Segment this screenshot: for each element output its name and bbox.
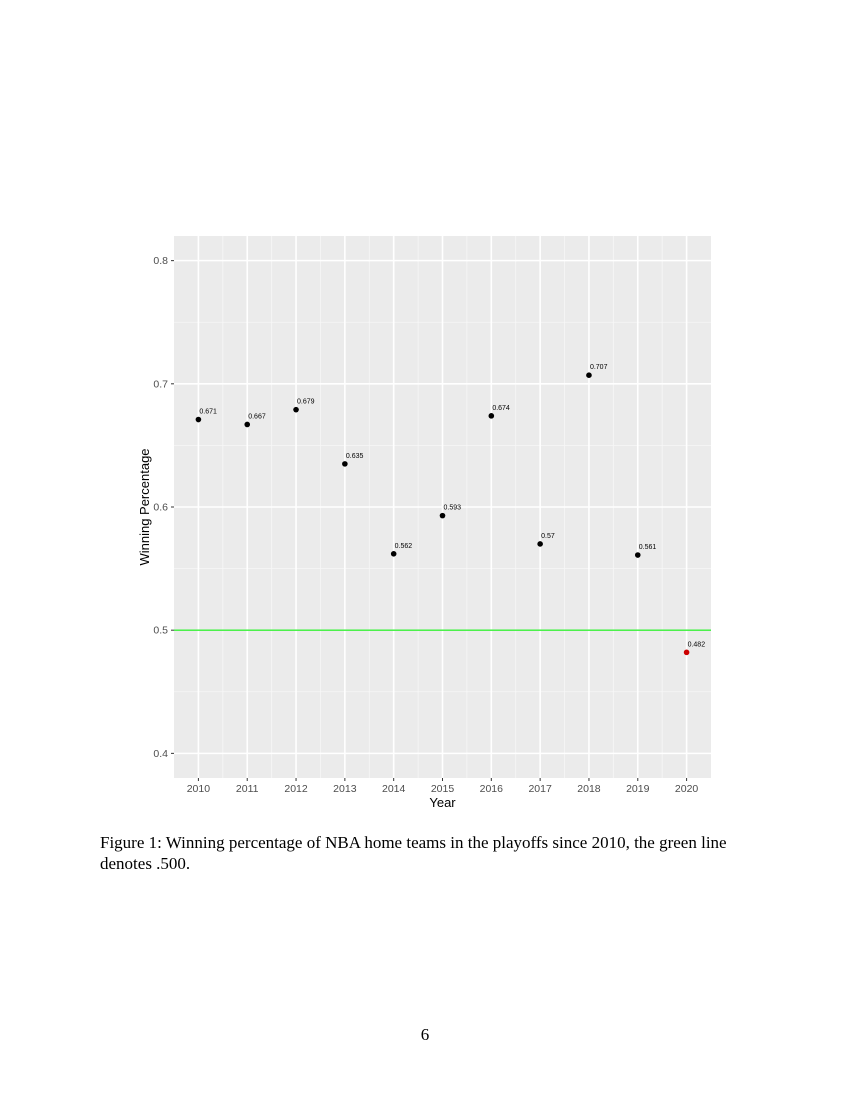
x-tick-label: 2011 xyxy=(236,783,259,795)
data-point xyxy=(342,461,348,467)
data-point xyxy=(293,406,299,413)
data-point xyxy=(488,413,495,419)
data-point xyxy=(244,421,251,428)
data-label: 0.674 xyxy=(492,405,510,412)
figure-caption: Figure 1: Winning percentage of NBA home… xyxy=(100,833,727,873)
x-tick-label: 2017 xyxy=(528,783,552,795)
data-point xyxy=(390,551,397,557)
data-label: 0.482 xyxy=(688,641,706,648)
data-label: 0.562 xyxy=(395,543,413,550)
x-tick-label: 2015 xyxy=(431,783,455,795)
y-tick-label: 0.6 xyxy=(153,502,168,514)
x-tick-label: 2014 xyxy=(382,783,406,795)
x-axis: 2010 2011 2012 2013 2014 2015 2016 2017 2018 2019… xyxy=(187,778,699,795)
data-point xyxy=(634,552,641,558)
y-tick-label: 0.8 xyxy=(153,255,168,267)
y-axis-title: Winning Percentage xyxy=(137,448,152,565)
x-tick-label: 2019 xyxy=(626,783,650,795)
x-tick-label: 2016 xyxy=(480,783,504,795)
data-label: 0.635 xyxy=(346,453,364,460)
data-points xyxy=(195,372,690,656)
data-label: 0.707 xyxy=(590,364,608,371)
data-point xyxy=(537,541,543,547)
data-label: 0.57 xyxy=(541,533,555,540)
data-point xyxy=(586,372,592,378)
data-label: 0.667 xyxy=(248,413,266,420)
y-axis: 0.4 0.5 0.6 0.7 0.8 xyxy=(153,255,174,760)
x-tick-label: 2010 xyxy=(187,783,211,795)
page-number: 6 xyxy=(420,1025,430,1044)
data-label: 0.679 xyxy=(297,399,315,406)
data-label: 0.561 xyxy=(639,544,657,551)
x-tick-label: 2018 xyxy=(577,783,601,795)
scatter-chart: 0.671 0.667 0.679 0.635 0.562 0.593 0.674 0.57 0… xyxy=(137,236,711,810)
data-point xyxy=(195,416,202,423)
data-point xyxy=(683,649,690,656)
x-tick-label: 2012 xyxy=(284,783,308,795)
y-tick-label: 0.5 xyxy=(153,625,168,637)
x-tick-label: 2020 xyxy=(675,783,699,795)
x-axis-title: Year xyxy=(429,795,456,810)
y-tick-label: 0.7 xyxy=(153,378,168,390)
data-label: 0.671 xyxy=(199,409,217,416)
data-label: 0.593 xyxy=(444,505,462,512)
data-labels: 0.671 0.667 0.679 0.635 0.562 0.593 0.674 0.57 0… xyxy=(199,364,705,648)
x-tick-label: 2013 xyxy=(333,783,357,795)
y-tick-label: 0.4 xyxy=(153,748,168,760)
data-point xyxy=(439,512,446,519)
major-gridlines xyxy=(174,236,711,778)
